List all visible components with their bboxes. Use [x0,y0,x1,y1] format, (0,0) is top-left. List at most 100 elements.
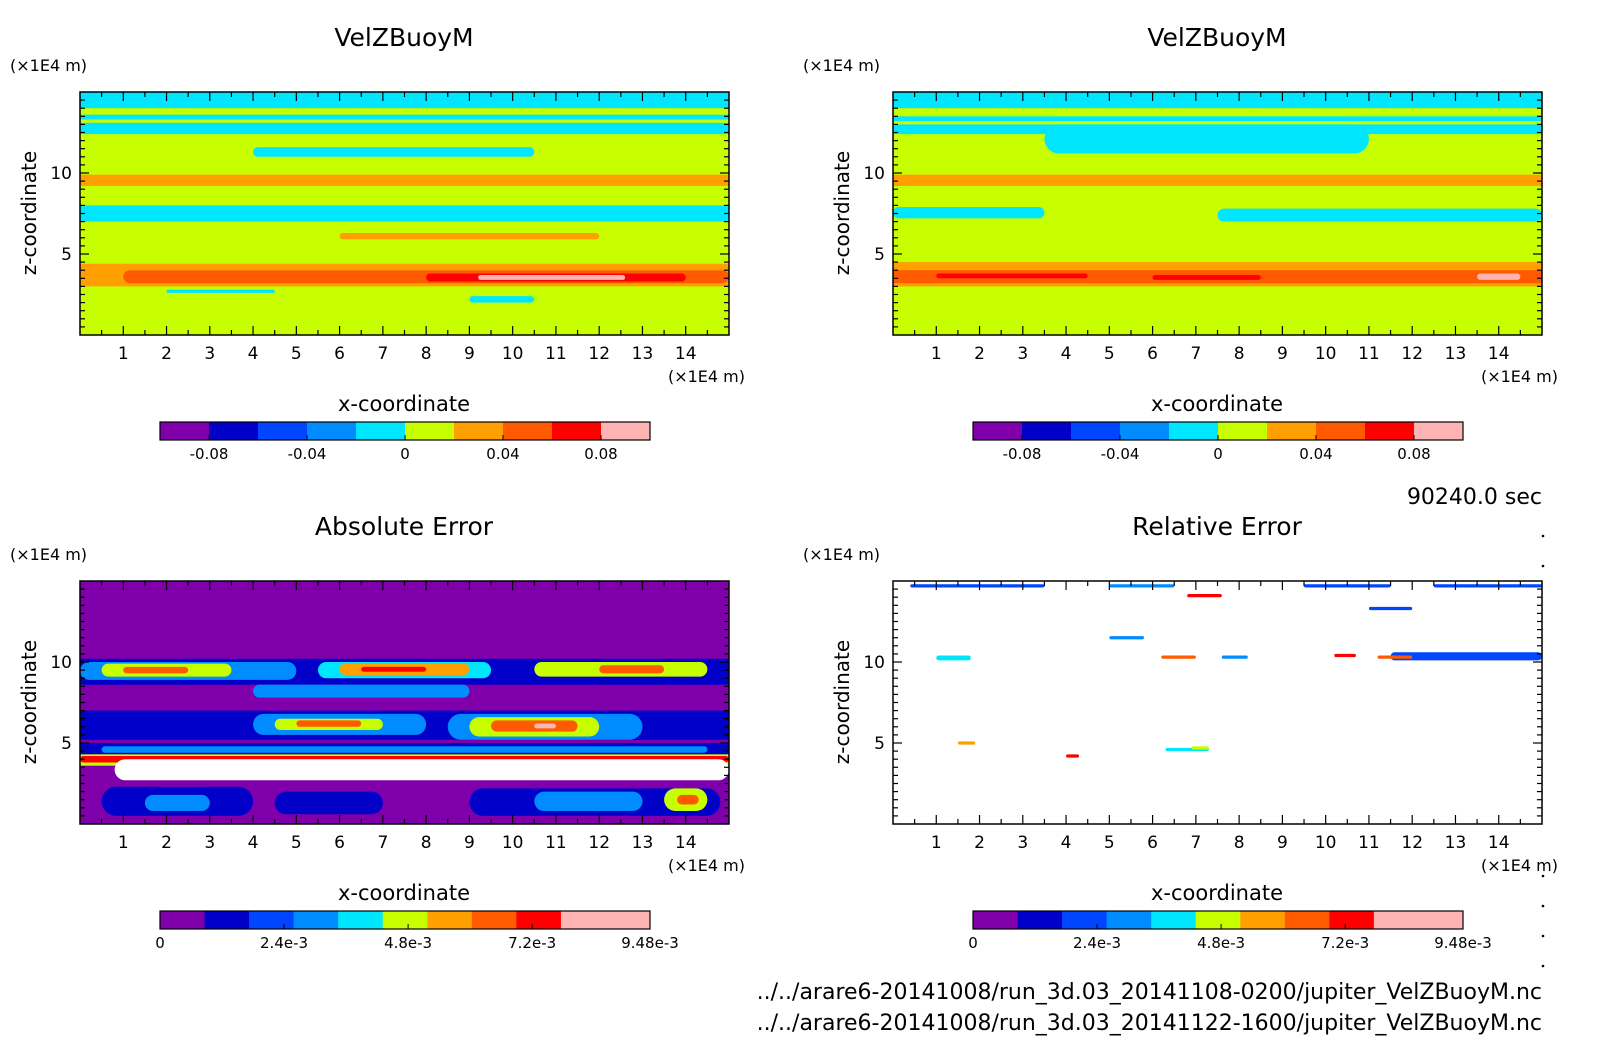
contour-band [80,114,729,120]
colorbar-frame [159,910,651,930]
x-tick-label: 3 [1017,833,1028,853]
colorbar-swatch [1418,911,1464,929]
colorbar-swatch [1062,911,1108,929]
heatmap-plot [80,581,729,824]
contour-band [599,665,665,674]
y-axis-label: z-coordinate [830,151,854,275]
colorbar-swatch [1365,422,1415,440]
contour-band [534,791,643,812]
x-tick-label: 3 [204,344,215,364]
contour-band [253,684,470,698]
contour-band [1161,655,1196,659]
colorbar-swatch [1284,911,1330,929]
colorbar-swatch [204,911,250,929]
colorbar-swatch [307,422,357,440]
x-axis-label: x-coordinate [338,881,470,905]
colorbar-swatch [209,422,259,440]
heatmap-plot [893,581,1542,824]
x-tick-label: 10 [1315,344,1337,364]
contour-band [1377,655,1413,659]
contour-band [274,791,383,815]
heatmap-background [893,581,1542,824]
colorbar-tick-label: 2.4e-3 [260,934,308,952]
x-tick-label: 9 [1277,344,1288,364]
colorbar-swatch [427,911,473,929]
contour-band [80,92,729,109]
colorbar-swatch [160,422,210,440]
y-tick-label: 10 [863,164,885,184]
x-tick-label: 5 [1104,344,1115,364]
x-tick-label: 2 [161,833,172,853]
colorbar-swatch [1329,911,1375,929]
panel-title: VelZBuoyM [1147,23,1286,52]
y-tick-label: 5 [874,734,885,754]
contour-band [957,741,976,745]
colorbar: -0.08 -0.04 0 0.04 0.08 [159,421,651,463]
panel-title: VelZBuoyM [334,23,473,52]
contour-band [296,720,362,727]
colorbar-swatch [356,422,406,440]
colorbar-swatch [1267,422,1317,440]
contour-band [1187,593,1222,598]
contour-band [123,666,189,674]
x-tick-label: 6 [1147,833,1158,853]
heatmap-plot [893,92,1542,335]
x-tick-label: 6 [1147,344,1158,364]
x-tick-label: 13 [1445,344,1467,364]
contour-band [1109,584,1175,588]
x-tick-label: 7 [377,833,388,853]
colorbar-swatch [601,422,651,440]
y-tick-label: 10 [863,653,885,673]
contour-band [253,147,535,157]
x-tick-label: 1 [931,833,942,853]
x-unit-label: (×1E4 m) [1481,856,1558,875]
y-unit-label: (×1E4 m) [803,56,880,75]
colorbar-tick-label: 9.48e-3 [1434,934,1492,952]
colorbar-swatch [560,911,606,929]
x-tick-label: 6 [334,833,345,853]
contour-band [1152,275,1261,280]
x-tick-label: 9 [1277,833,1288,853]
y-axis-label: z-coordinate [17,151,41,275]
x-tick-label: 14 [1488,344,1510,364]
x-tick-label: 12 [588,344,610,364]
x-axis-label: x-coordinate [338,392,470,416]
x-tick-label: 3 [204,833,215,853]
x-tick-label: 12 [1401,344,1423,364]
colorbar-swatch [973,911,1019,929]
x-tick-label: 9 [464,344,475,364]
file-path-1: ../../arare6-20141008/run_3d.03_20141108… [757,980,1542,1005]
y-tick-label: 10 [50,164,72,184]
colorbar-swatch [338,911,384,929]
colorbar-tick-label: 4.8e-3 [384,934,432,952]
x-tick-label: 14 [675,833,697,853]
contour-band [677,794,699,805]
colorbar-tick-label: 9.48e-3 [621,934,679,952]
x-tick-label: 8 [1234,833,1245,853]
x-unit-label: (×1E4 m) [668,367,745,386]
contour-band [1368,606,1413,611]
x-tick-label: 7 [377,344,388,364]
x-axis-label: x-coordinate [1151,392,1283,416]
file-path-2: ../../arare6-20141008/run_3d.03_20141122… [757,1011,1542,1036]
colorbar-tick-label: -0.08 [1003,445,1042,463]
x-tick-label: 10 [1315,833,1337,853]
contour-band [893,174,1542,186]
colorbar-tick-label: -0.04 [288,445,327,463]
x-tick-label: 10 [502,344,524,364]
colorbar-swatch [382,911,428,929]
x-tick-label: 1 [931,344,942,364]
colorbar-swatch [1017,911,1063,929]
colorbar-swatch [503,422,553,440]
heatmap-background [80,581,729,824]
contour-band [534,723,556,729]
x-tick-label: 8 [421,344,432,364]
contour-band [893,124,1542,135]
y-tick-label: 5 [61,245,72,265]
contour-band [1217,208,1542,222]
y-unit-label: (×1E4 m) [10,545,87,564]
x-tick-label: 7 [1190,344,1201,364]
colorbar-swatch [1218,422,1268,440]
colorbar-swatch [1195,911,1241,929]
